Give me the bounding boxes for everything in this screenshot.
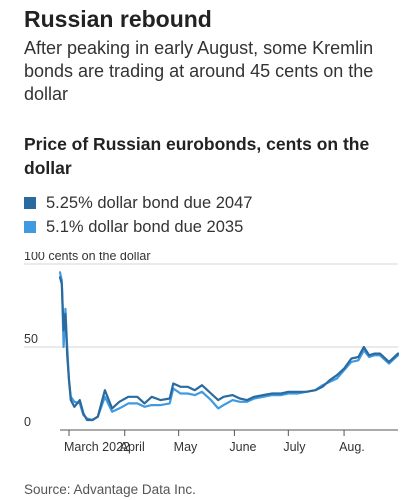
- legend-swatch-2047: [24, 197, 36, 209]
- legend-item-2035: 5.1% dollar bond due 2035: [24, 215, 252, 239]
- chart-title: Price of Russian eurobonds, cents on the…: [24, 134, 370, 178]
- legend-label-2035: 5.1% dollar bond due 2035: [46, 217, 244, 236]
- y-tick-label-0: 0: [24, 415, 31, 429]
- source-note: Source: Advantage Data Inc.: [24, 482, 196, 497]
- x-tick-label-1: April: [120, 440, 145, 454]
- x-tick-label-4: July: [283, 440, 306, 454]
- x-tick-label-0: March 2022: [64, 440, 130, 454]
- legend-swatch-2035: [24, 221, 36, 233]
- legend-item-2047: 5.25% dollar bond due 2047: [24, 191, 252, 215]
- y-tick-label-100: 100 cents on the dollar: [24, 252, 150, 263]
- x-tick-label-5: Aug.: [339, 440, 365, 454]
- y-tick-label-50: 50: [24, 332, 38, 346]
- line-chart: 0 50 100 cents on the dollar March 2022Apri…: [24, 252, 400, 454]
- legend-label-2047: 5.25% dollar bond due 2047: [46, 193, 253, 212]
- page-subtitle: After peaking in early August, some Krem…: [24, 38, 374, 104]
- x-tick-label-2: May: [174, 440, 198, 454]
- chart-legend: 5.25% dollar bond due 2047 5.1% dollar b…: [24, 191, 252, 239]
- series-line-2035: [58, 271, 400, 422]
- page-title: Russian rebound: [24, 6, 212, 32]
- x-tick-label-3: June: [229, 440, 256, 454]
- series-line-2047: [58, 276, 400, 422]
